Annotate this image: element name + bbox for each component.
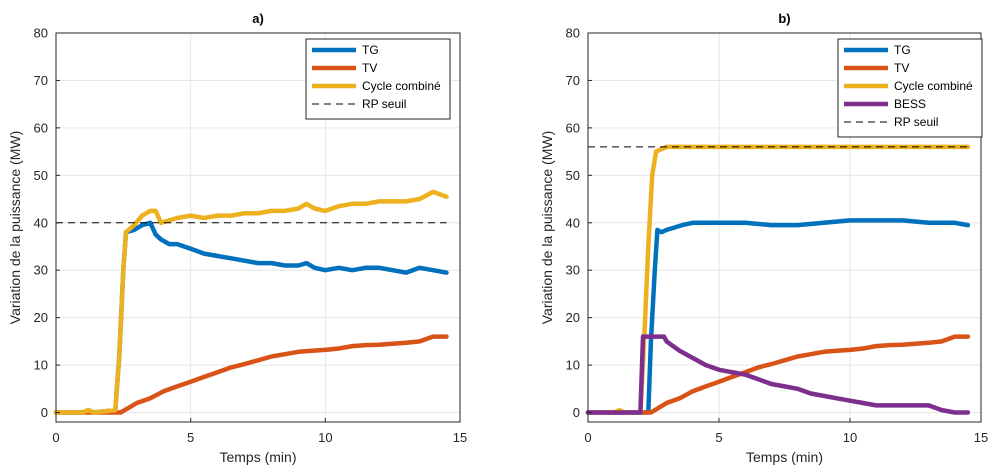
y-tick-label: 80	[34, 26, 48, 41]
series-line-tv	[53, 334, 449, 415]
y-tick-label: 60	[34, 120, 48, 135]
y-tick-label: 30	[566, 263, 580, 278]
chart-title: b)	[778, 11, 790, 26]
legend-box	[305, 38, 451, 120]
y-tick-label: 0	[41, 405, 48, 420]
axes-box	[587, 32, 982, 423]
y-tick-label: 0	[573, 405, 580, 420]
series-line-cycle-combiné	[53, 189, 449, 415]
y-tick-label: 10	[566, 358, 580, 373]
x-axis-label: Temps (min)	[746, 449, 823, 465]
legend-label: Cycle combiné	[894, 79, 973, 93]
legend-label: TG	[362, 43, 379, 57]
legend-label: RP seuil	[362, 97, 406, 111]
y-axis-label: Variation de la puissance (MW)	[539, 131, 555, 324]
x-tick-label: 5	[187, 430, 194, 445]
chart-panel-0: 0 5 10 15 0 10 20 30 40 50 60 70 80 a) Temps (min) Vari…	[7, 11, 467, 465]
y-tick-label: 70	[34, 73, 48, 88]
y-tick-label: 50	[566, 168, 580, 183]
y-tick-label: 20	[34, 310, 48, 325]
series-line-bess	[585, 334, 971, 415]
y-tick-label: 60	[566, 120, 580, 135]
legend-label: TV	[362, 61, 377, 75]
x-tick-label: 10	[318, 430, 332, 445]
x-tick-label: 5	[715, 430, 722, 445]
series-line-tv	[585, 334, 971, 415]
legend-label: TV	[894, 61, 909, 75]
legend: TG TV Cycle combiné RP seuil	[305, 38, 451, 120]
legend-label: RP seuil	[894, 115, 938, 129]
legend-label: BESS	[894, 97, 926, 111]
y-tick-label: 10	[34, 358, 48, 373]
y-tick-label: 70	[566, 73, 580, 88]
y-tick-label: 20	[566, 310, 580, 325]
chart-panel-1: 0 5 10 15 0 10 20 30 40 50 60 70 80 b) Temps (min) Vari…	[539, 11, 988, 465]
legend-label: Cycle combiné	[362, 79, 441, 93]
x-axis-label: Temps (min)	[219, 449, 296, 465]
x-tick-label: 15	[453, 430, 467, 445]
chart-title: a)	[252, 11, 264, 26]
legend: TG TV Cycle combiné BESS RP seuil	[837, 38, 983, 138]
y-tick-label: 50	[34, 168, 48, 183]
y-tick-label: 40	[34, 215, 48, 230]
legend-label: TG	[894, 43, 911, 57]
y-tick-label: 80	[566, 26, 580, 41]
y-tick-label: 40	[566, 215, 580, 230]
x-tick-label: 0	[52, 430, 59, 445]
y-tick-label: 30	[34, 263, 48, 278]
x-tick-label: 15	[974, 430, 988, 445]
x-tick-label: 10	[843, 430, 857, 445]
y-axis-label: Variation de la puissance (MW)	[7, 131, 23, 324]
axes-box	[55, 32, 461, 423]
series-line-tg	[585, 218, 971, 415]
x-tick-label: 0	[584, 430, 591, 445]
